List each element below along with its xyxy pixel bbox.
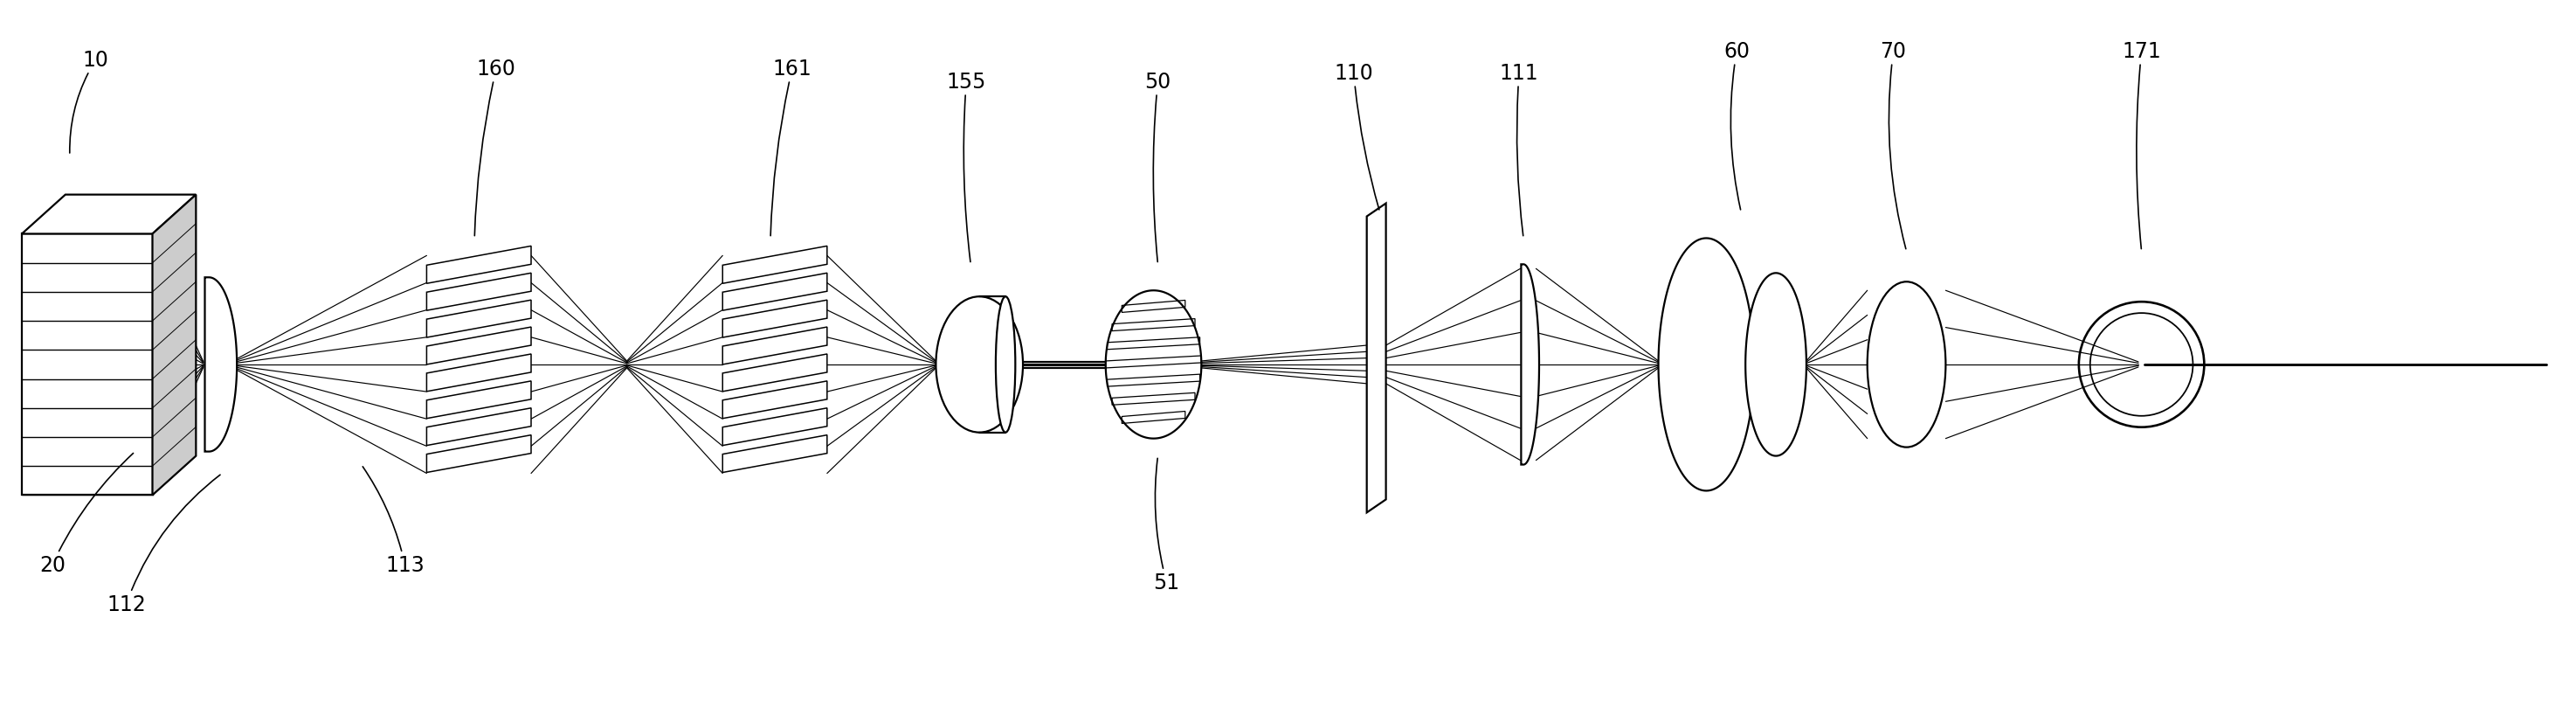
Polygon shape — [21, 195, 196, 234]
Text: 51: 51 — [1154, 458, 1180, 593]
Text: 112: 112 — [106, 475, 219, 615]
Polygon shape — [1113, 393, 1195, 405]
Polygon shape — [724, 301, 827, 338]
Ellipse shape — [997, 297, 1015, 433]
Polygon shape — [1520, 265, 1538, 465]
Text: 20: 20 — [39, 454, 134, 576]
Polygon shape — [1659, 239, 1754, 491]
Text: 111: 111 — [1499, 63, 1538, 236]
Polygon shape — [724, 435, 827, 472]
Polygon shape — [206, 278, 237, 452]
Polygon shape — [1121, 301, 1185, 313]
Polygon shape — [428, 435, 531, 472]
Text: 155: 155 — [945, 72, 987, 262]
Text: 10: 10 — [70, 50, 108, 154]
Text: 113: 113 — [363, 467, 425, 576]
Polygon shape — [1113, 319, 1195, 332]
Text: 160: 160 — [474, 59, 515, 236]
Polygon shape — [724, 327, 827, 365]
Polygon shape — [428, 327, 531, 365]
Text: 171: 171 — [2123, 41, 2161, 250]
Polygon shape — [428, 355, 531, 392]
Polygon shape — [1108, 374, 1200, 387]
Polygon shape — [1368, 204, 1386, 512]
Polygon shape — [428, 409, 531, 446]
Polygon shape — [1108, 338, 1200, 350]
Polygon shape — [724, 355, 827, 392]
Polygon shape — [1121, 411, 1185, 424]
Text: 50: 50 — [1144, 72, 1172, 262]
Polygon shape — [428, 247, 531, 284]
Polygon shape — [1747, 273, 1806, 456]
Polygon shape — [428, 301, 531, 338]
Text: 161: 161 — [770, 59, 811, 236]
Polygon shape — [428, 381, 531, 418]
Text: 60: 60 — [1723, 41, 1749, 210]
Polygon shape — [724, 273, 827, 311]
Bar — [21, 234, 152, 496]
Ellipse shape — [935, 297, 1023, 433]
Polygon shape — [724, 247, 827, 284]
Polygon shape — [724, 409, 827, 446]
Text: 70: 70 — [1880, 41, 1906, 250]
Ellipse shape — [1868, 283, 1945, 447]
Text: 110: 110 — [1334, 63, 1378, 210]
Polygon shape — [724, 381, 827, 418]
Polygon shape — [1105, 356, 1200, 368]
Polygon shape — [428, 273, 531, 311]
Polygon shape — [152, 195, 196, 496]
